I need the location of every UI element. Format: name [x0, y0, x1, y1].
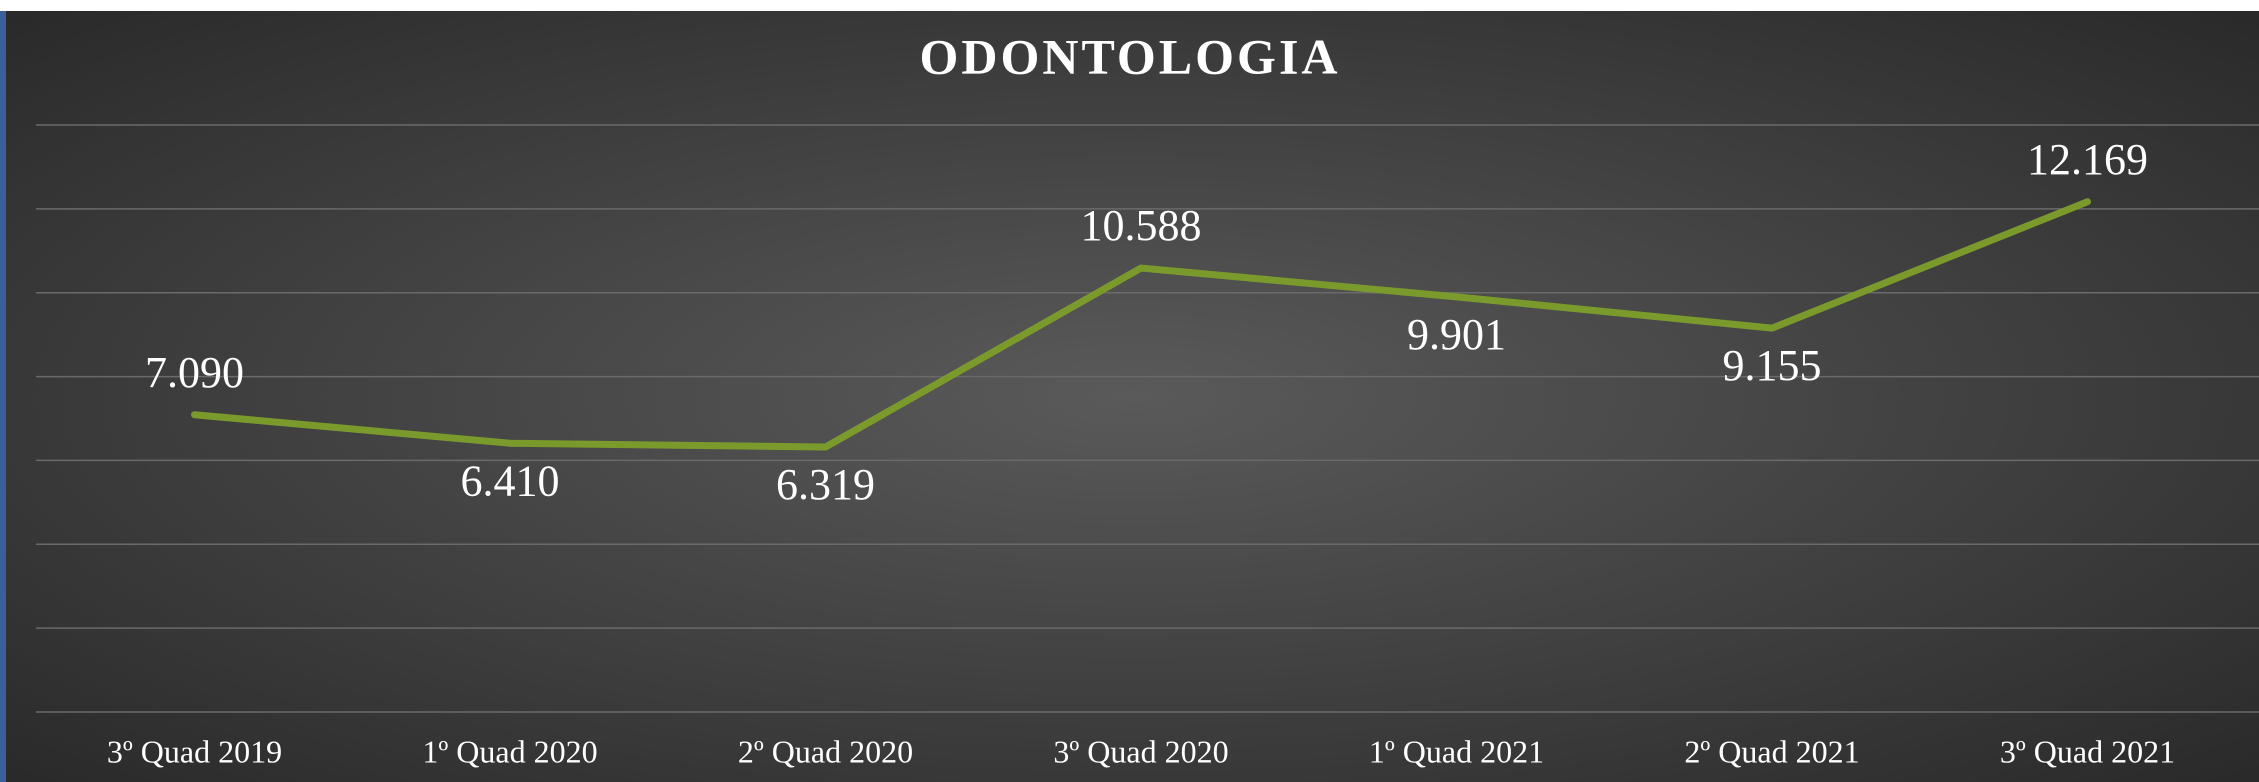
chart-background: [6, 11, 2259, 782]
data-label: 9.901: [1407, 310, 1506, 359]
data-label: 12.169: [2027, 135, 2148, 184]
x-tick-label: 2º Quad 2021: [1684, 733, 1859, 769]
x-tick-label: 1º Quad 2021: [1369, 733, 1544, 769]
x-tick-label: 2º Quad 2020: [738, 733, 913, 769]
line-series: [191, 198, 2091, 451]
data-label: 6.410: [461, 456, 560, 505]
data-label: 6.319: [776, 460, 875, 509]
left-border: [0, 11, 6, 782]
x-tick-label: 3º Quad 2020: [1053, 733, 1228, 769]
data-label: 9.155: [1723, 341, 1822, 390]
x-tick-label: 3º Quad 2021: [2000, 733, 2175, 769]
x-tick-label: 1º Quad 2020: [422, 733, 597, 769]
x-tick-label: 3º Quad 2019: [107, 733, 282, 769]
data-label: 10.588: [1081, 201, 1202, 250]
data-label: 7.090: [145, 348, 244, 397]
chart-title: ODONTOLOGIA: [919, 28, 1340, 84]
